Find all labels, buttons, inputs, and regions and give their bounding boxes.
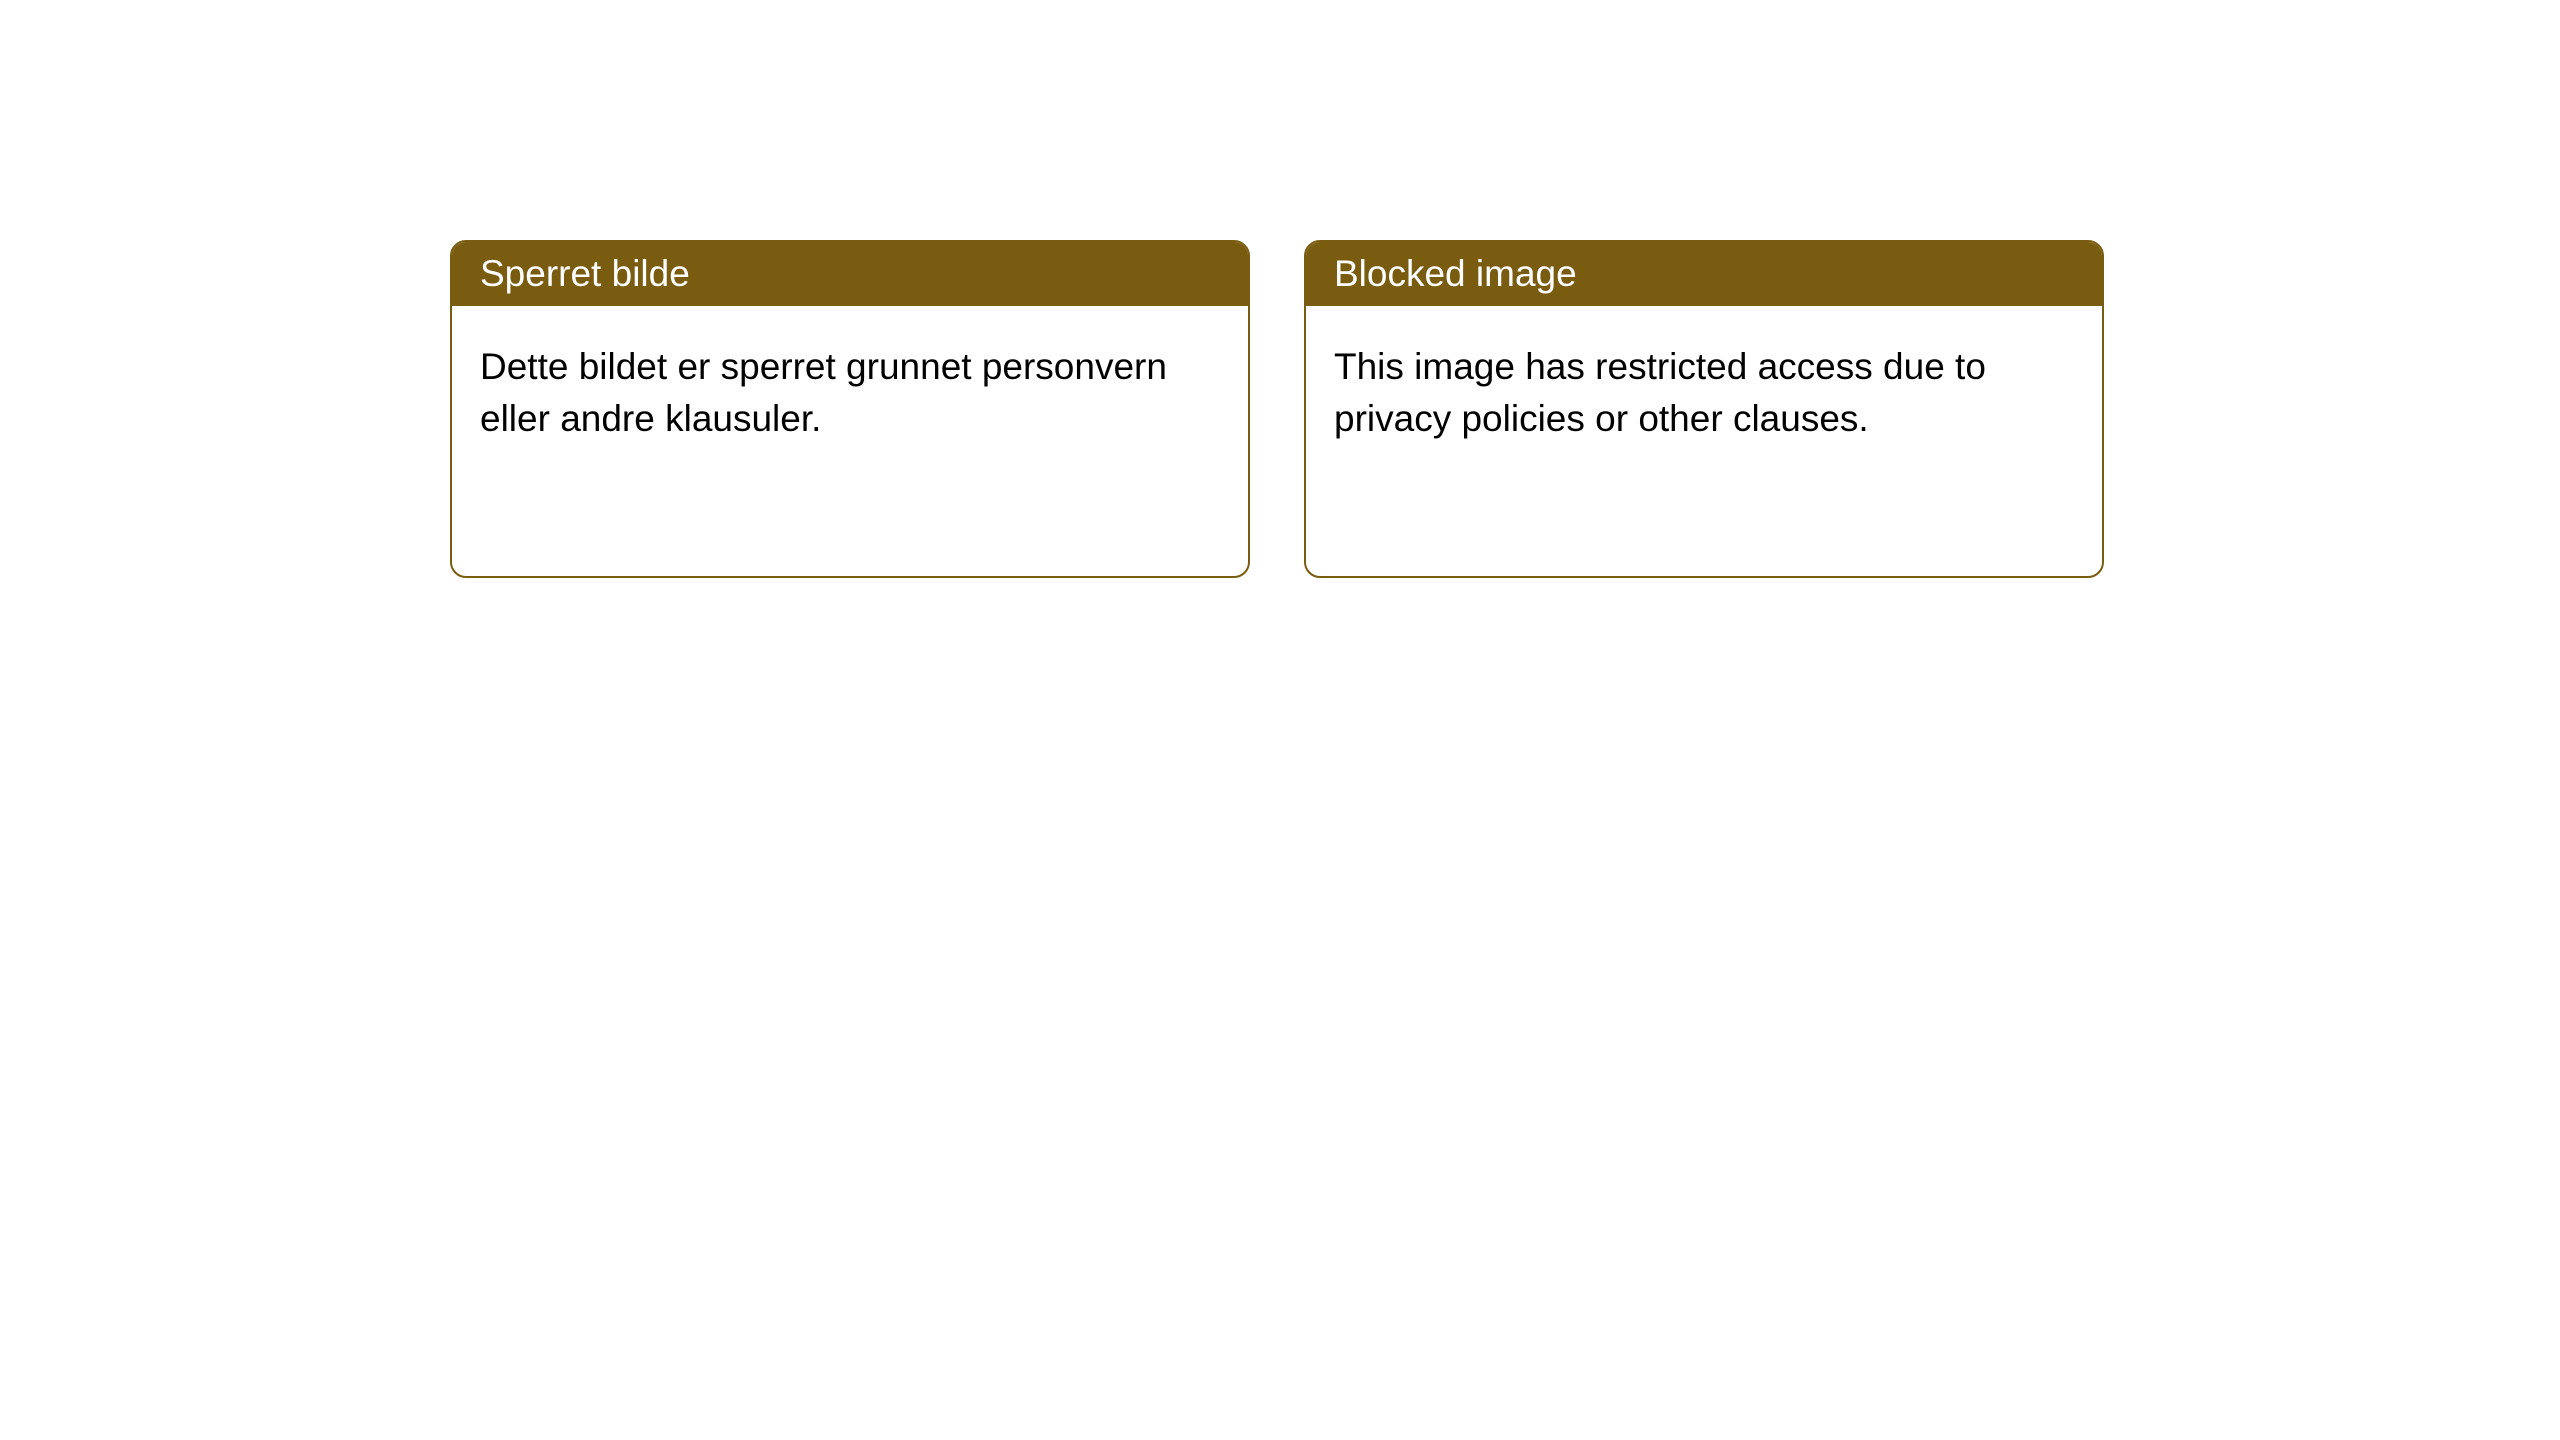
card-body-english: This image has restricted access due to … <box>1306 306 2102 576</box>
card-header-norwegian: Sperret bilde <box>452 242 1248 306</box>
notice-container: Sperret bilde Dette bildet er sperret gr… <box>0 0 2560 578</box>
card-header-english: Blocked image <box>1306 242 2102 306</box>
card-body-norwegian: Dette bildet er sperret grunnet personve… <box>452 306 1248 576</box>
notice-card-english: Blocked image This image has restricted … <box>1304 240 2104 578</box>
notice-card-norwegian: Sperret bilde Dette bildet er sperret gr… <box>450 240 1250 578</box>
